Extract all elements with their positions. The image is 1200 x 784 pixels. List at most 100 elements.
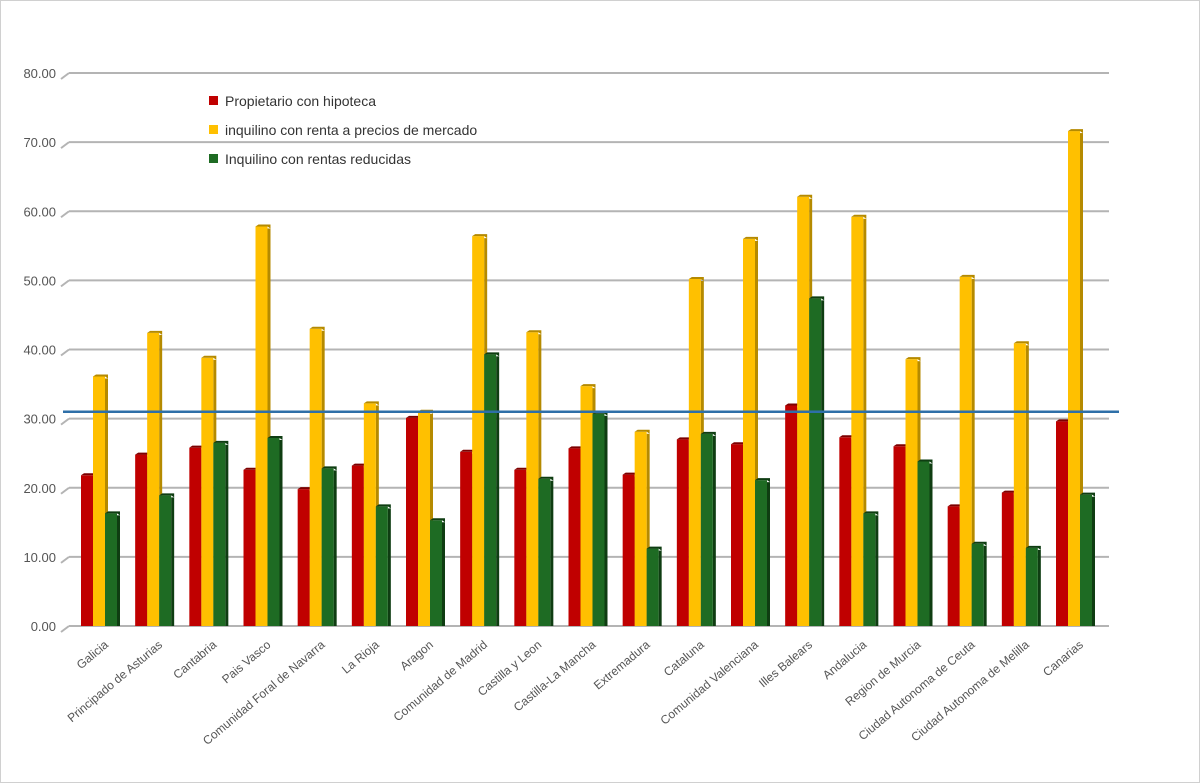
bar-side xyxy=(767,482,770,626)
x-tick-label: Cantabria xyxy=(170,637,219,681)
x-tick-label: Pais Vasco xyxy=(219,637,274,686)
bar-0 xyxy=(460,451,473,626)
bar-top xyxy=(568,446,584,451)
y-tick-label: 30.00 xyxy=(23,412,56,427)
gridline-depth xyxy=(60,486,70,495)
bar-top xyxy=(255,224,271,229)
bar-2 xyxy=(159,495,172,626)
bar-top xyxy=(472,234,488,239)
bar-side xyxy=(863,218,867,626)
bar-1 xyxy=(93,376,105,626)
bar-1 xyxy=(580,386,593,626)
bar-top xyxy=(538,476,554,481)
bar-side xyxy=(1025,345,1029,626)
bar-0 xyxy=(947,506,960,626)
bar-1 xyxy=(418,411,430,626)
x-tick-label: Comunidad de Madrid xyxy=(391,638,490,725)
y-tick-label: 80.00 xyxy=(23,66,56,81)
y-tick-label: 20.00 xyxy=(23,481,56,496)
bar-2 xyxy=(484,354,497,626)
bar-top xyxy=(297,487,313,492)
bar-top xyxy=(81,473,96,478)
y-tick-label: 40.00 xyxy=(23,343,56,358)
bar-top xyxy=(147,330,163,335)
bar-top xyxy=(622,472,638,477)
bar-top xyxy=(1001,490,1017,495)
bar-side xyxy=(929,463,933,626)
bar-top xyxy=(839,435,855,440)
bar-side xyxy=(1092,496,1095,626)
bar-2 xyxy=(1025,547,1038,626)
bar-0 xyxy=(785,405,798,626)
bar-1 xyxy=(309,328,322,626)
bar-side xyxy=(983,545,987,626)
bar-top xyxy=(93,374,108,379)
bar-top xyxy=(135,452,151,457)
gridline-depth xyxy=(60,348,70,357)
gridline-depth xyxy=(60,72,70,80)
bar-1 xyxy=(526,332,539,626)
bar-1 xyxy=(147,332,160,626)
bar-side xyxy=(225,444,229,626)
gridline-depth xyxy=(60,417,70,426)
x-tick-label: Aragon xyxy=(397,638,436,674)
bar-side xyxy=(159,334,163,626)
bar-1 xyxy=(472,236,485,626)
bar-top xyxy=(1025,545,1041,550)
bar-1 xyxy=(688,278,701,626)
bar-0 xyxy=(1001,492,1014,626)
bar-1 xyxy=(201,357,214,626)
bar-0 xyxy=(351,465,364,626)
bar-top xyxy=(201,355,217,360)
bar-top xyxy=(634,429,650,434)
bar-top xyxy=(1080,492,1095,497)
bar-top xyxy=(159,493,175,498)
bar-side xyxy=(387,508,391,626)
bar-side xyxy=(821,300,825,626)
legend-swatch xyxy=(209,125,218,134)
bar-1 xyxy=(905,359,918,626)
bar-top xyxy=(1068,129,1083,134)
bar-top xyxy=(267,435,283,440)
bar-top xyxy=(309,326,325,331)
bar-2 xyxy=(863,513,876,626)
bar-top xyxy=(731,442,746,447)
bar-top xyxy=(321,466,337,471)
bar-top xyxy=(375,504,391,509)
legend-label: inquilino con renta a precios de mercado xyxy=(225,122,477,138)
bar-2 xyxy=(267,437,280,626)
bar-0 xyxy=(893,446,906,626)
bar-side xyxy=(279,439,283,626)
x-tick-label: Canarias xyxy=(1040,638,1086,680)
bar-top xyxy=(785,403,801,408)
y-tick-label: 10.00 xyxy=(23,550,56,565)
bar-top xyxy=(1013,341,1029,346)
y-tick-label: 50.00 xyxy=(23,273,56,288)
bar-2 xyxy=(971,543,984,626)
x-tick-label: La Rioja xyxy=(339,637,382,676)
bar-side xyxy=(658,550,662,626)
bar-1 xyxy=(634,431,647,626)
y-tick-label: 60.00 xyxy=(23,204,56,219)
x-tick-label: Galicia xyxy=(74,637,111,672)
bar-0 xyxy=(406,417,418,626)
bar-1 xyxy=(1013,343,1026,626)
bar-top xyxy=(526,330,542,335)
bar-2 xyxy=(1080,494,1092,626)
bar-side xyxy=(604,415,608,626)
bar-top xyxy=(646,546,662,551)
bar-2 xyxy=(755,480,767,626)
bar-side xyxy=(755,240,758,626)
bar-2 xyxy=(917,461,930,626)
bar-2 xyxy=(809,298,822,626)
bar-0 xyxy=(243,469,256,626)
bar-top xyxy=(676,437,692,442)
bar-top xyxy=(917,459,933,464)
x-tick-label: Cataluna xyxy=(661,637,707,679)
gridline-depth xyxy=(60,279,70,288)
bar-0 xyxy=(676,439,689,626)
bar-0 xyxy=(514,469,527,626)
bar-1 xyxy=(363,403,376,626)
bar-2 xyxy=(213,442,226,626)
bar-1 xyxy=(255,226,268,626)
